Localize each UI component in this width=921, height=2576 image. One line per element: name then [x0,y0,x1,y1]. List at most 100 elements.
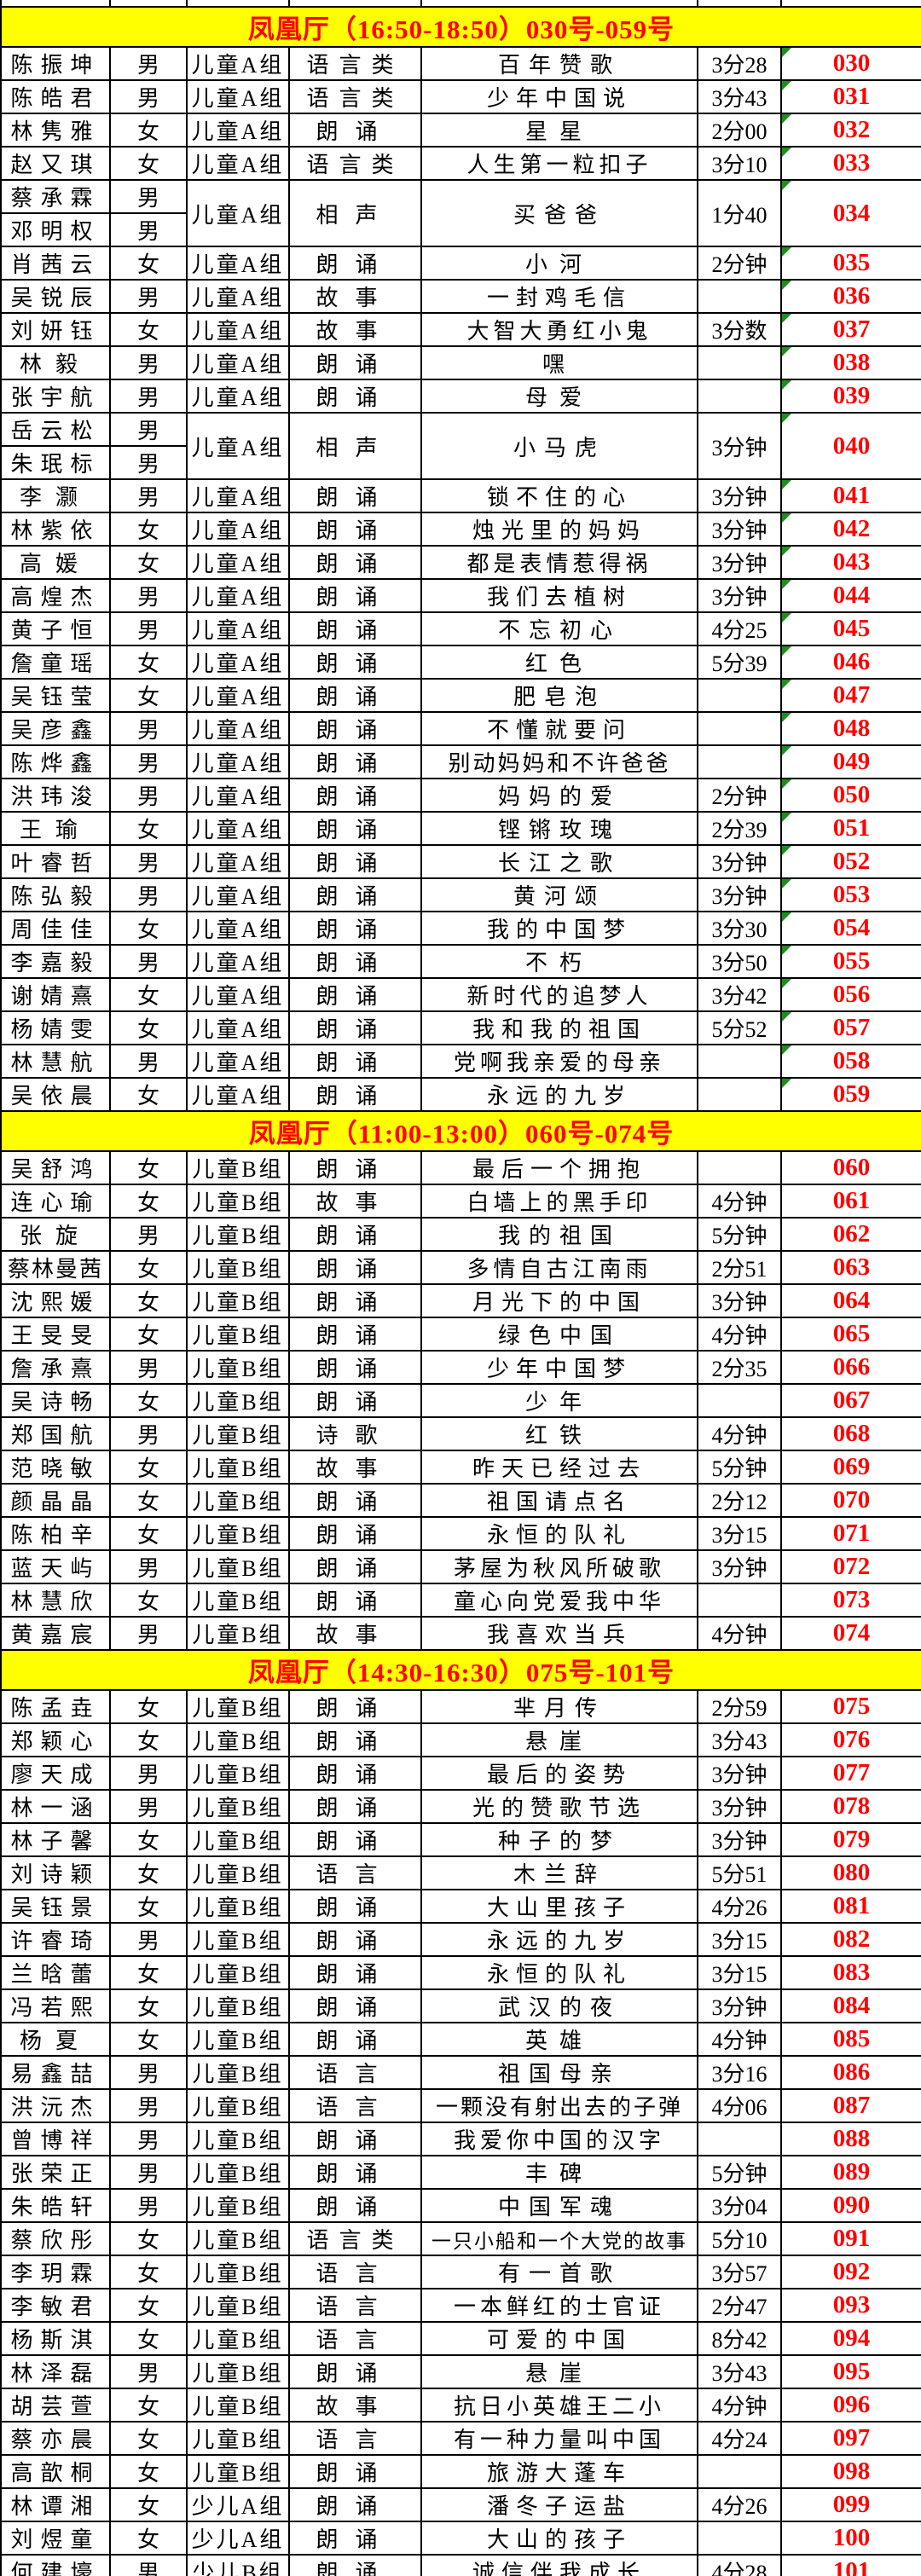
program-title-cell: 种子的梦 [420,1822,698,1857]
gender-cell: 女 [109,1150,188,1185]
duration-cell: 4分钟 [697,1416,782,1451]
entry-number: 089 [832,2158,871,2185]
performer-name-cell: 胡芸萱 [0,2388,111,2423]
table-row: 吴彦鑫男儿童A组 朗诵 不懂就要问 048 [0,711,921,746]
gender-cell: 男 [109,79,188,114]
entry-number: 064 [832,1287,871,1314]
performer-name-cell: 黄子恒 [0,611,111,646]
comment-marker-icon [783,980,791,988]
comment-marker-icon [783,614,791,622]
table-row: 杨夏女儿童B组 朗诵 英雄 4分钟 085 [0,2022,921,2057]
category-cell: 朗诵 [288,2487,422,2522]
group-cell: 儿童A组 [186,678,290,713]
gender-cell: 女 [109,1077,188,1112]
program-title-cell: 诚信伴我成长 [420,2554,698,2576]
gender-cell: 女 [109,2022,188,2057]
duration-cell: 4分25 [697,611,782,646]
category-cell: 朗诵 [288,1955,422,1990]
table-row: 沈熙媛女儿童B组 朗诵 月光下的中国 3分钟 064 [0,1283,921,1318]
performer-name-cell: 林隽雅 [0,113,111,148]
entry-number-cell: 093 [780,2288,921,2323]
entry-number-cell: 077 [780,1756,921,1791]
entry-number: 040 [832,431,871,460]
performer-name-cell: 吴锐辰 [0,279,111,314]
duration-cell: 2分钟 [697,778,782,813]
group-cell: 儿童B组 [186,1383,290,1418]
comment-marker-icon [783,714,791,722]
table-row: 肖茜云女儿童A组 朗诵 小河 2分钟 035 [0,246,921,281]
program-title-cell: 烛光里的妈妈 [420,512,698,547]
category-cell: 朗诵 [288,877,422,912]
gender-cell: 男 [109,611,188,646]
category-cell: 朗诵 [288,345,422,380]
program-title-cell: 我们去植树 [420,578,698,613]
program-title-cell: 最后一个拥抱 [420,1150,698,1185]
table-row: 蔡承霖男儿童A组 相声 买爸爸 1分40 034 [0,179,921,247]
group-cell: 儿童B组 [186,1756,290,1791]
performer-name-cell: 周佳佳 [0,911,111,946]
table-row: 蔡亦晨女儿童B组 语言 有一种力量叫中国 4分24 097 [0,2421,921,2456]
entry-number-cell: 081 [780,1889,921,1924]
entry-number-cell: 038 [780,345,921,380]
program-title-cell: 少年 [420,1383,698,1418]
group-cell: 儿童B组 [186,1217,290,1252]
gender-cell: 女 [109,1889,188,1924]
section-header: 凤凰厅（16:50-18:50）030号-059号 [0,6,921,48]
performer-name-cell: 蔡欣彤 [0,2221,111,2256]
category-cell: 朗诵 [288,2521,422,2556]
duration-cell: 3分57 [697,2255,782,2289]
category-cell: 朗诵 [288,1988,422,2023]
category-cell: 朗诵 [288,1317,422,1352]
entry-number-cell: 091 [780,2221,921,2256]
entry-number-cell: 074 [780,1616,921,1651]
performer-name-cell: 易鑫喆 [0,2055,111,2090]
gender-cell: 男 [109,2155,188,2190]
table-row: 蔡林曼茜女儿童B组 朗诵 多情自古江南雨 2分51 063 [0,1250,921,1285]
table-row: 谢婧熹女儿童A组 朗诵 新时代的追梦人 3分42 056 [0,977,921,1012]
performer-name-cell: 詹承熹 [0,1350,111,1385]
comment-marker-icon [783,281,791,290]
duration-cell [697,1383,782,1418]
category-cell: 朗诵 [288,1044,422,1079]
program-title-cell: 大山的孩子 [420,2521,698,2556]
program-title-cell: 不懂就要问 [420,711,698,746]
gender-cell: 女 [109,1283,188,1318]
gender-cell: 女 [109,1583,188,1618]
duration-cell: 3分钟 [697,1549,782,1584]
program-title-cell: 一封鸡毛信 [420,279,698,314]
table-row: 林慧欣女儿童B组 朗诵 童心向党爱我中华 073 [0,1583,921,1618]
duration-cell: 4分26 [697,2487,782,2522]
performer-name-cell: 黄嘉宸 [0,1616,111,1651]
category-cell: 故事 [288,1616,422,1651]
group-cell: 儿童A组 [186,113,290,148]
category-cell: 语言类 [288,79,422,114]
category-cell: 朗诵 [288,1583,422,1618]
group-cell: 儿童A组 [186,246,290,281]
entry-number-cell: 032 [780,113,921,148]
table-row: 吴舒鸿女儿童B组 朗诵 最后一个拥抱 060 [0,1150,921,1185]
group-cell: 儿童B组 [186,2221,290,2256]
group-cell: 儿童B组 [186,1822,290,1857]
group-cell: 儿童B组 [186,1789,290,1824]
category-cell: 朗诵 [288,2188,422,2223]
performer-name-cell: 林慧欣 [0,1583,111,1618]
group-cell: 儿童B组 [186,1722,290,1757]
program-title-cell: 永远的九岁 [420,1077,698,1112]
duration-cell: 3分钟 [697,478,782,513]
category-cell: 语言类 [288,146,422,181]
entry-number-cell: 088 [780,2122,921,2156]
entry-number: 068 [832,1420,871,1447]
entry-number: 031 [832,83,871,110]
duration-cell: 2分59 [697,1689,782,1724]
performer-name-cell: 陈孟垚 [0,1689,111,1724]
entry-number: 036 [832,282,871,310]
group-cell: 儿童A组 [186,478,290,513]
group-cell: 儿童B组 [186,2321,290,2356]
gender-cell: 男 [109,412,188,447]
entry-number: 081 [832,1892,871,1919]
duration-cell [697,678,782,713]
program-title-cell: 别动妈妈和不许爸爸 [420,744,698,779]
performer-name-cell: 朱皓轩 [0,2188,111,2223]
performer-name-cell: 冯若熙 [0,1988,111,2023]
